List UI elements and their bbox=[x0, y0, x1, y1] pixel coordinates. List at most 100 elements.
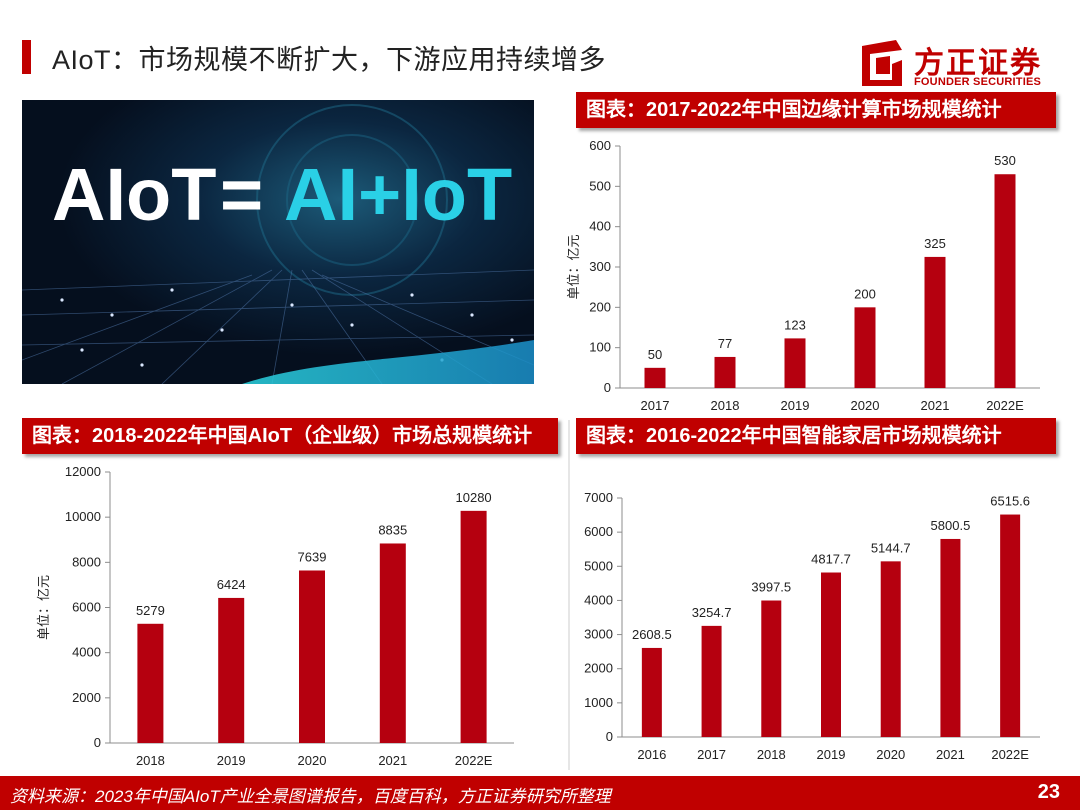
y-tick-label: 4000 bbox=[72, 645, 101, 660]
data-label-2017: 50 bbox=[648, 347, 662, 362]
title-accent-bar bbox=[22, 40, 31, 74]
data-label-2020: 5144.7 bbox=[871, 540, 911, 555]
chart-edge-computing: 0 100 200 300 400 500 600 单位：亿元 50 2017 77 2018 123 2… bbox=[560, 132, 1060, 418]
x-tick-label-2021: 2021 bbox=[936, 747, 965, 762]
x-tick-label-2018: 2018 bbox=[757, 747, 786, 762]
bar-2020 bbox=[854, 307, 876, 388]
chart-aiot-enterprise: 0 2000 4000 6000 8000 10000 12000 单位：亿元 5279 2018… bbox=[30, 458, 540, 776]
data-label-2020: 7639 bbox=[298, 549, 327, 564]
y-tick-label: 5000 bbox=[584, 558, 613, 573]
chart-svg: 0 2000 4000 6000 8000 10000 12000 单位：亿元 5279 2018… bbox=[36, 464, 514, 768]
y-tick-label: 7000 bbox=[584, 490, 613, 505]
y-tick-label: 0 bbox=[94, 735, 101, 750]
x-tick-label-2022E: 2022E bbox=[986, 398, 1024, 413]
bar-2022E bbox=[460, 510, 487, 743]
y-tick-label: 600 bbox=[589, 138, 611, 153]
data-label-2018: 77 bbox=[718, 336, 732, 351]
y-tick-label: 3000 bbox=[584, 627, 613, 642]
aiot-hero-image: AIoT = AI+IoT bbox=[21, 100, 535, 385]
bar-2021 bbox=[940, 538, 961, 737]
x-tick-label-2022E: 2022E bbox=[991, 747, 1029, 762]
data-label-2021: 8835 bbox=[378, 522, 407, 537]
bar-2017 bbox=[644, 367, 666, 388]
x-tick-label-2022E: 2022E bbox=[455, 753, 493, 768]
footer-bar: 资料来源：2023年中国AIoT产业全景图谱报告，百度百科，方正证券研究所整理 … bbox=[0, 776, 1080, 810]
data-label-2022E: 10280 bbox=[456, 490, 492, 505]
y-tick-label: 6000 bbox=[584, 524, 613, 539]
y-tick-label: 8000 bbox=[72, 554, 101, 569]
hero-text-aiot: AIoT bbox=[52, 153, 216, 236]
hero-text-equals: = bbox=[220, 153, 263, 236]
x-tick-label-2018: 2018 bbox=[136, 753, 165, 768]
panel-divider bbox=[568, 420, 570, 770]
data-label-2019: 4817.7 bbox=[811, 552, 851, 567]
x-tick-label-2020: 2020 bbox=[876, 747, 905, 762]
data-label-2022E: 530 bbox=[994, 153, 1016, 168]
y-tick-label: 12000 bbox=[65, 464, 101, 479]
chart-title-edge-computing: 图表：2017-2022年中国边缘计算市场规模统计 bbox=[576, 92, 1056, 128]
bar-2019 bbox=[821, 572, 841, 737]
source-note: 资料来源：2023年中国AIoT产业全景图谱报告，百度百科，方正证券研究所整理 bbox=[10, 787, 611, 806]
x-tick-label-2019: 2019 bbox=[217, 753, 246, 768]
logo-english-name: FOUNDER SECURITIES bbox=[914, 76, 1042, 88]
y-tick-label: 300 bbox=[589, 259, 611, 274]
y-tick-label: 0 bbox=[606, 729, 613, 744]
bar-2016 bbox=[641, 647, 662, 737]
bar-2018 bbox=[714, 356, 736, 388]
y-tick-label: 500 bbox=[589, 178, 611, 193]
bar-2017 bbox=[701, 625, 722, 737]
founder-logo: 方正证券 FOUNDER SECURITIES bbox=[862, 40, 1052, 92]
page-number: 23 bbox=[1037, 781, 1060, 803]
y-tick-label: 400 bbox=[589, 219, 611, 234]
page-title: AIoT：市场规模不断扩大，下游应用持续增多 bbox=[52, 45, 607, 75]
y-tick-label: 0 bbox=[604, 380, 611, 395]
data-label-2016: 2608.5 bbox=[632, 627, 672, 642]
chart-svg: 0 1000 2000 3000 4000 5000 6000 7000 2608.5 2016 3… bbox=[584, 490, 1040, 762]
y-tick-label: 1000 bbox=[584, 695, 613, 710]
bar-2018 bbox=[761, 600, 782, 737]
chart-smart-home: 0 1000 2000 3000 4000 5000 6000 7000 2608.5 2016 3… bbox=[570, 484, 1050, 772]
chart-title-smart-home: 图表：2016-2022年中国智能家居市场规模统计 bbox=[576, 418, 1056, 454]
x-tick-label-2017: 2017 bbox=[641, 398, 670, 413]
y-tick-label: 6000 bbox=[72, 600, 101, 615]
bar-2021 bbox=[924, 256, 946, 388]
x-tick-label-2021: 2021 bbox=[378, 753, 407, 768]
chart-title-aiot-enterprise: 图表：2018-2022年中国AIoT（企业级）市场总规模统计 bbox=[22, 418, 558, 454]
bar-2019 bbox=[784, 338, 806, 388]
data-label-2021: 5800.5 bbox=[931, 518, 971, 533]
data-label-2019: 6424 bbox=[217, 577, 246, 592]
x-tick-label-2019: 2019 bbox=[781, 398, 810, 413]
bar-2022E bbox=[994, 174, 1016, 388]
x-tick-label-2021: 2021 bbox=[921, 398, 950, 413]
data-label-2018: 3997.5 bbox=[751, 580, 791, 595]
y-tick-label: 2000 bbox=[584, 661, 613, 676]
y-tick-label: 200 bbox=[589, 299, 611, 314]
y-axis-label: 单位：亿元 bbox=[566, 234, 581, 299]
hero-text-ai-iot: AI+IoT bbox=[284, 153, 512, 236]
y-tick-label: 100 bbox=[589, 340, 611, 355]
logo-chinese-name: 方正证券 bbox=[914, 47, 1042, 80]
y-axis-label: 单位：亿元 bbox=[36, 575, 51, 640]
x-tick-label-2016: 2016 bbox=[637, 747, 666, 762]
chart-svg: 0 100 200 300 400 500 600 单位：亿元 50 2017 77 2018 123 2… bbox=[566, 138, 1040, 413]
x-tick-label-2018: 2018 bbox=[711, 398, 740, 413]
data-label-2020: 200 bbox=[854, 286, 876, 301]
data-label-2018: 5279 bbox=[136, 603, 165, 618]
bar-2021 bbox=[379, 543, 406, 743]
y-tick-label: 4000 bbox=[584, 592, 613, 607]
bar-2022E bbox=[1000, 514, 1021, 737]
founder-logo-icon bbox=[862, 40, 902, 86]
x-tick-label-2019: 2019 bbox=[817, 747, 846, 762]
y-tick-label: 10000 bbox=[65, 509, 101, 524]
data-label-2021: 325 bbox=[924, 236, 946, 251]
y-tick-label: 2000 bbox=[72, 690, 101, 705]
x-tick-label-2020: 2020 bbox=[851, 398, 880, 413]
data-label-2019: 123 bbox=[784, 317, 806, 332]
hero-artwork: AIoT = AI+IoT bbox=[21, 100, 535, 385]
x-tick-label-2017: 2017 bbox=[697, 747, 726, 762]
bar-2020 bbox=[880, 561, 901, 737]
data-label-2017: 3254.7 bbox=[692, 605, 732, 620]
x-tick-label-2020: 2020 bbox=[298, 753, 327, 768]
data-label-2022E: 6515.6 bbox=[990, 494, 1030, 509]
bar-2019 bbox=[218, 597, 245, 743]
